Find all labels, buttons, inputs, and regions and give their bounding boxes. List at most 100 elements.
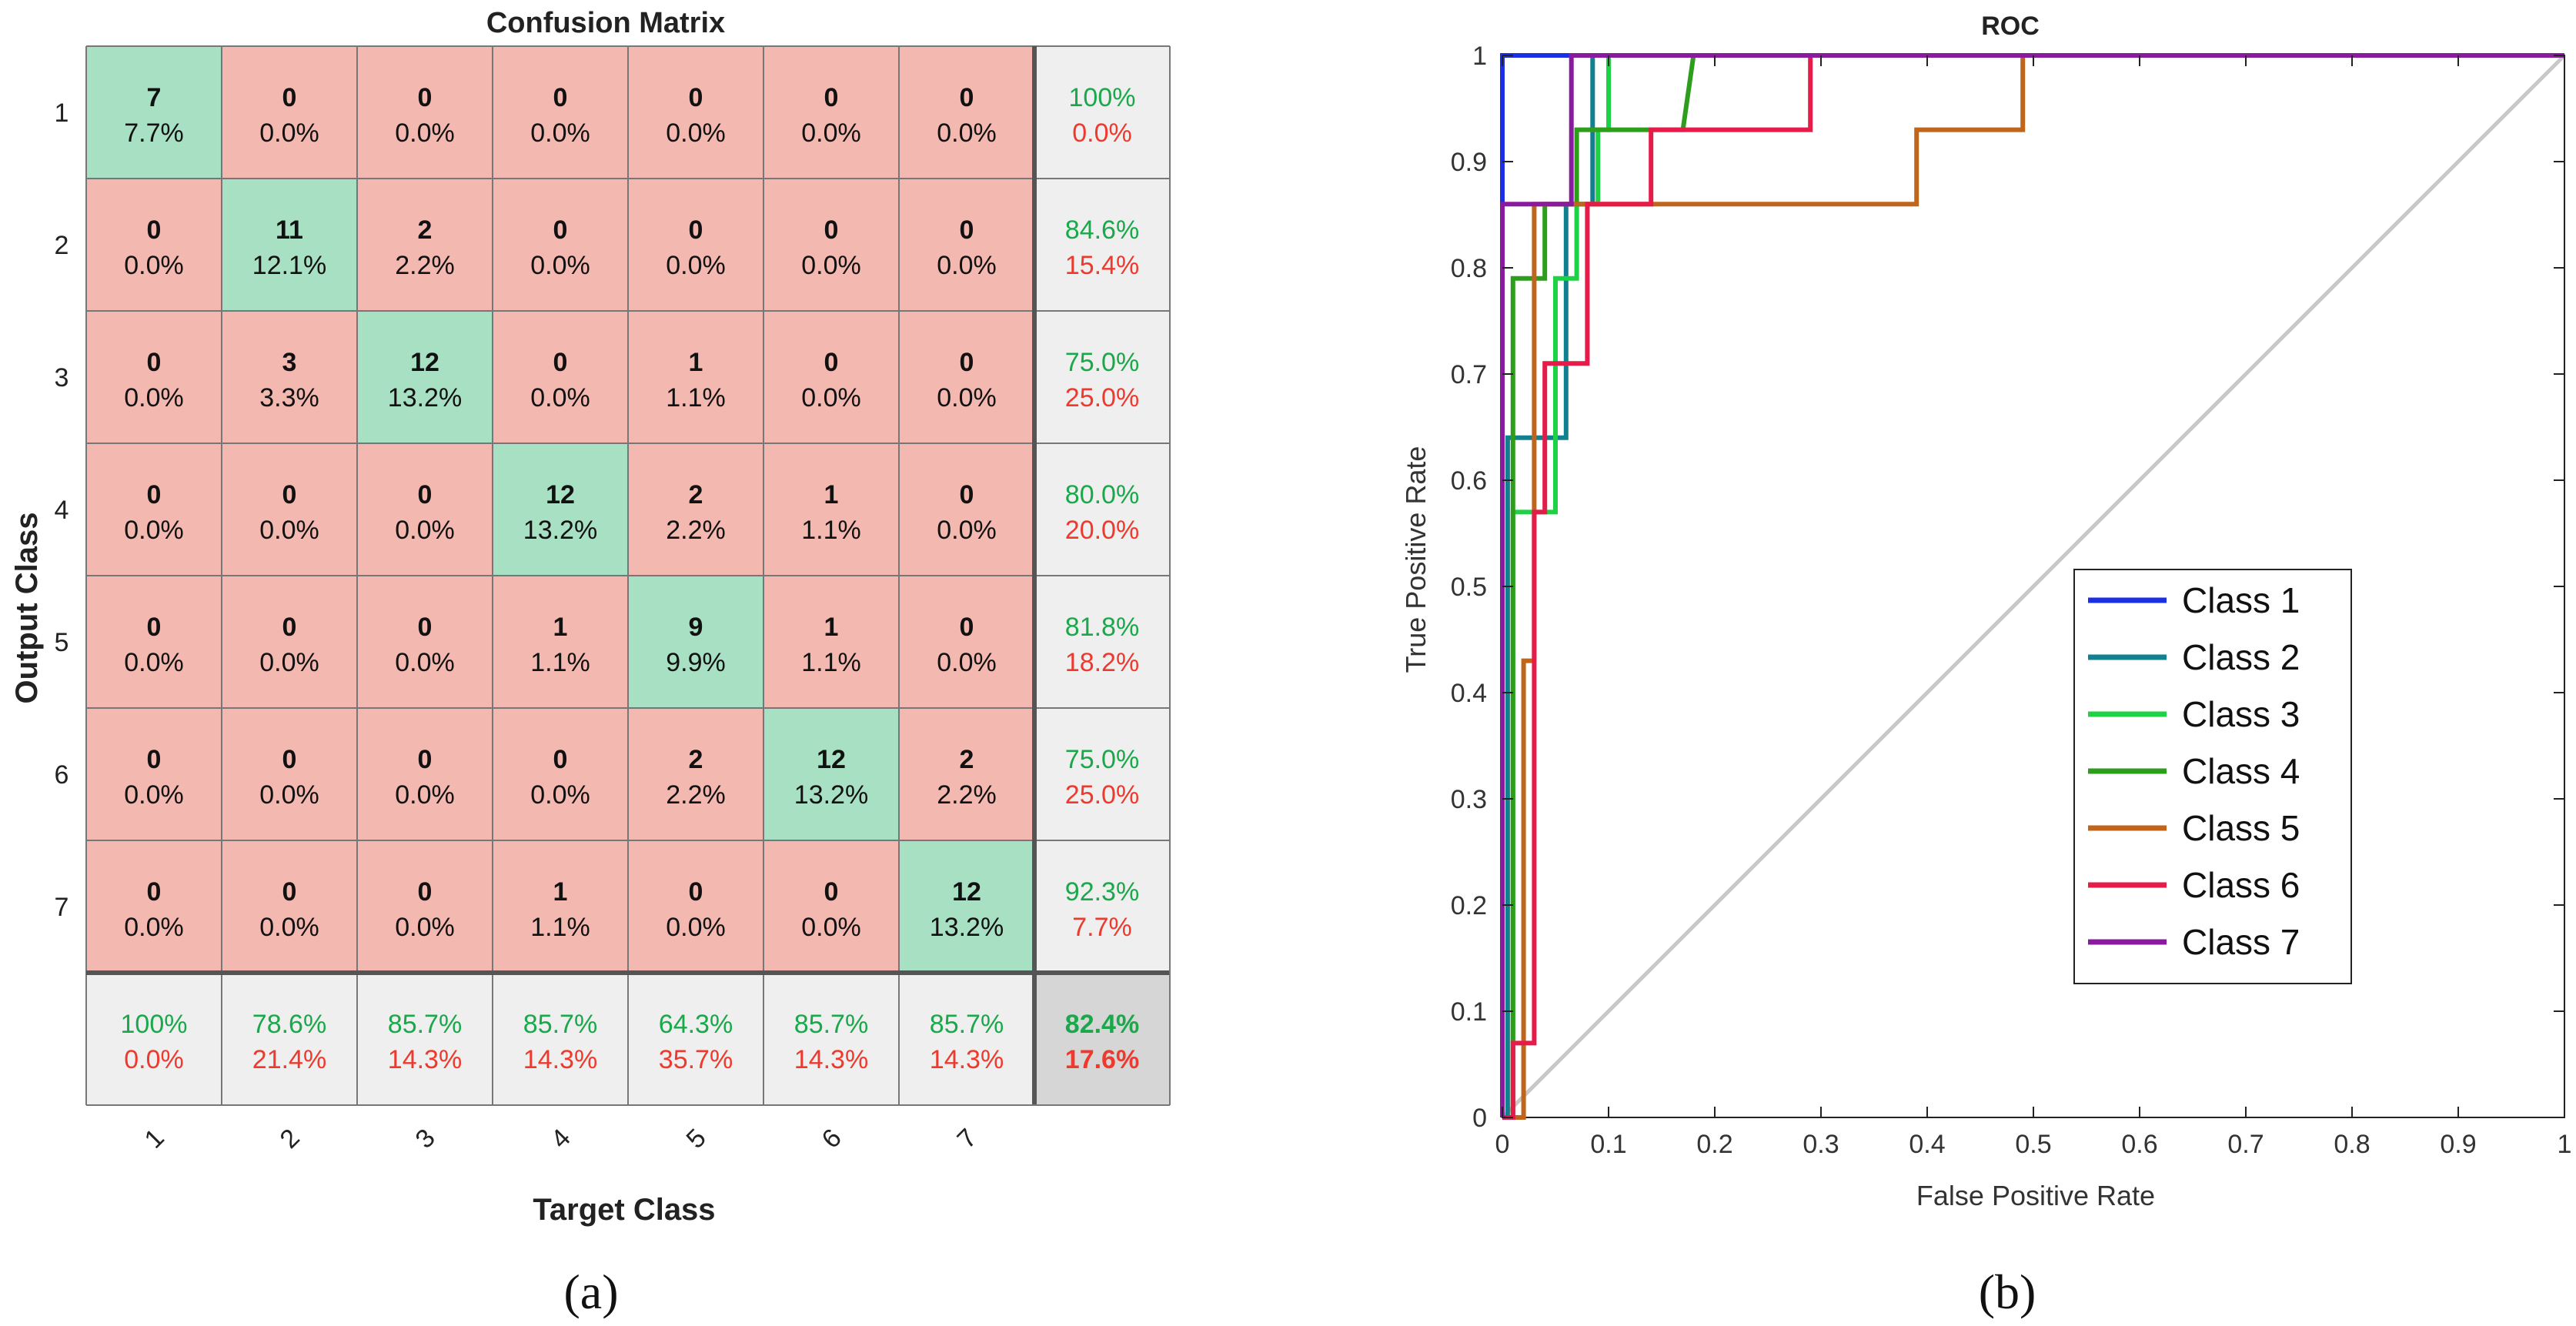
matrix-cell-7-5 — [628, 840, 763, 973]
cell-count: 0 — [824, 83, 839, 112]
cell-percent: 1.1% — [801, 648, 861, 677]
roc-y-ticks: 0 0.1 0.2 0.3 0.4 0.5 0.6 0.7 0.8 0.9 1 — [1451, 42, 2564, 1133]
matrix-cell-3-3 — [357, 311, 493, 443]
cell-percent: 0.0% — [395, 913, 455, 942]
matrix-cell-2-4 — [493, 179, 628, 311]
cell-percent: 13.2% — [523, 516, 597, 545]
cell-count: 12 — [817, 745, 846, 774]
summary-error-rate: 35.7% — [659, 1045, 733, 1074]
legend-label: Class 6 — [2182, 865, 2300, 905]
cell-count: 0 — [147, 877, 162, 907]
cell-count: 0 — [418, 83, 433, 112]
legend-box — [2073, 569, 2352, 984]
matrix-cell-5-5 — [628, 576, 763, 708]
cell-count: 0 — [960, 613, 974, 642]
cell-count: 0 — [282, 745, 297, 774]
matrix-cell-5-6 — [763, 576, 899, 708]
matrix-cell-4-7 — [899, 443, 1034, 576]
cell-percent: 1.1% — [530, 648, 590, 677]
cell-percent: 0.0% — [801, 251, 861, 280]
matrix-cell-8-5 — [628, 973, 763, 1105]
cell-count: 0 — [553, 745, 568, 774]
cell-percent: 0.0% — [937, 516, 997, 545]
matrix-cell-5-3 — [357, 576, 493, 708]
summary-correct-rate: 100% — [1069, 83, 1136, 112]
summary-error-rate: 14.3% — [794, 1045, 868, 1074]
summary-error-rate: 15.4% — [1065, 251, 1139, 280]
y-tick-label: 0.6 — [1451, 466, 1487, 496]
matrix-cell-2-6 — [763, 179, 899, 311]
output-class-axis-label: Output Class — [10, 513, 44, 704]
matrix-cell-8-6 — [763, 973, 899, 1105]
cell-percent: 0.0% — [259, 913, 319, 942]
summary-error-rate: 25.0% — [1065, 383, 1139, 412]
cell-count: 0 — [147, 215, 162, 245]
matrix-cell-5-7 — [899, 576, 1034, 708]
cell-count: 0 — [418, 480, 433, 509]
y-tick-label: 0.1 — [1451, 997, 1487, 1027]
matrix-cell-8-2 — [222, 973, 357, 1105]
matrix-cell-2-5 — [628, 179, 763, 311]
summary-error-rate: 14.3% — [388, 1045, 462, 1074]
cell-count: 0 — [553, 83, 568, 112]
cell-count: 0 — [689, 215, 703, 245]
matrix-cell-4-2 — [222, 443, 357, 576]
x-tick-label: 0.6 — [2121, 1130, 2157, 1159]
cell-count: 0 — [418, 745, 433, 774]
cell-count: 0 — [689, 877, 703, 907]
roc-title: ROC — [1981, 12, 2040, 41]
legend-label: Class 1 — [2182, 580, 2300, 620]
matrix-cell-8-8 — [1034, 973, 1170, 1105]
output-class-tick-3: 3 — [55, 363, 69, 392]
output-class-tick-labels: 1 2 3 4 5 6 7 — [55, 99, 69, 922]
target-class-tick-3: 3 — [410, 1124, 441, 1154]
cell-count: 0 — [418, 877, 433, 907]
cell-count: 0 — [824, 877, 839, 907]
output-class-tick-2: 2 — [55, 231, 69, 260]
cell-count: 12 — [546, 480, 575, 509]
summary-correct-rate: 85.7% — [794, 1010, 868, 1039]
matrix-cell-6-4 — [493, 708, 628, 840]
matrix-cell-8-7 — [899, 973, 1034, 1105]
matrix-cell-6-5 — [628, 708, 763, 840]
cell-percent: 0.0% — [801, 383, 861, 412]
summary-correct-rate: 82.4% — [1065, 1010, 1139, 1039]
output-class-tick-5: 5 — [55, 628, 69, 657]
cell-percent: 0.0% — [124, 251, 184, 280]
confusion-matrix-chart: Confusion Matrix 7 7.7% 0 0.0% 0 0.0% 0 0.0% 0 0.… — [10, 7, 1171, 1227]
cell-count: 1 — [824, 613, 839, 642]
cell-count: 2 — [689, 480, 703, 509]
summary-error-rate: 14.3% — [930, 1045, 1004, 1074]
matrix-cell-7-6 — [763, 840, 899, 973]
summary-error-rate: 20.0% — [1065, 516, 1139, 545]
cell-percent: 0.0% — [259, 516, 319, 545]
matrix-cell-1-4 — [493, 46, 628, 179]
matrix-cell-1-7 — [899, 46, 1034, 179]
cell-count: 2 — [689, 745, 703, 774]
matrix-cell-2-1 — [86, 179, 222, 311]
matrix-cell-5-2 — [222, 576, 357, 708]
matrix-cell-3-5 — [628, 311, 763, 443]
cell-percent: 0.0% — [395, 119, 455, 148]
matrix-cell-7-3 — [357, 840, 493, 973]
matrix-cell-3-6 — [763, 311, 899, 443]
summary-correct-rate: 75.0% — [1065, 348, 1139, 377]
matrix-cell-3-7 — [899, 311, 1034, 443]
cell-percent: 0.0% — [124, 913, 184, 942]
cell-count: 0 — [147, 348, 162, 377]
cell-percent: 0.0% — [801, 913, 861, 942]
random-chance-diagonal — [1501, 54, 2566, 1119]
cell-percent: 0.0% — [937, 251, 997, 280]
matrix-cell-6-8 — [1034, 708, 1170, 840]
y-tick-label: 0.3 — [1451, 785, 1487, 814]
x-tick-label: 0.7 — [2227, 1130, 2264, 1159]
roc-legend: Class 1 Class 2 Class 3 Class 4 Class 5 Class… — [2073, 569, 2352, 984]
cell-count: 0 — [282, 613, 297, 642]
y-tick-label: 0.2 — [1451, 891, 1487, 920]
summary-correct-rate: 100% — [121, 1010, 188, 1039]
summary-correct-rate: 78.6% — [252, 1010, 326, 1039]
summary-correct-rate: 92.3% — [1065, 877, 1139, 907]
cell-count: 0 — [689, 83, 703, 112]
x-tick-label: 0.5 — [2015, 1130, 2051, 1159]
